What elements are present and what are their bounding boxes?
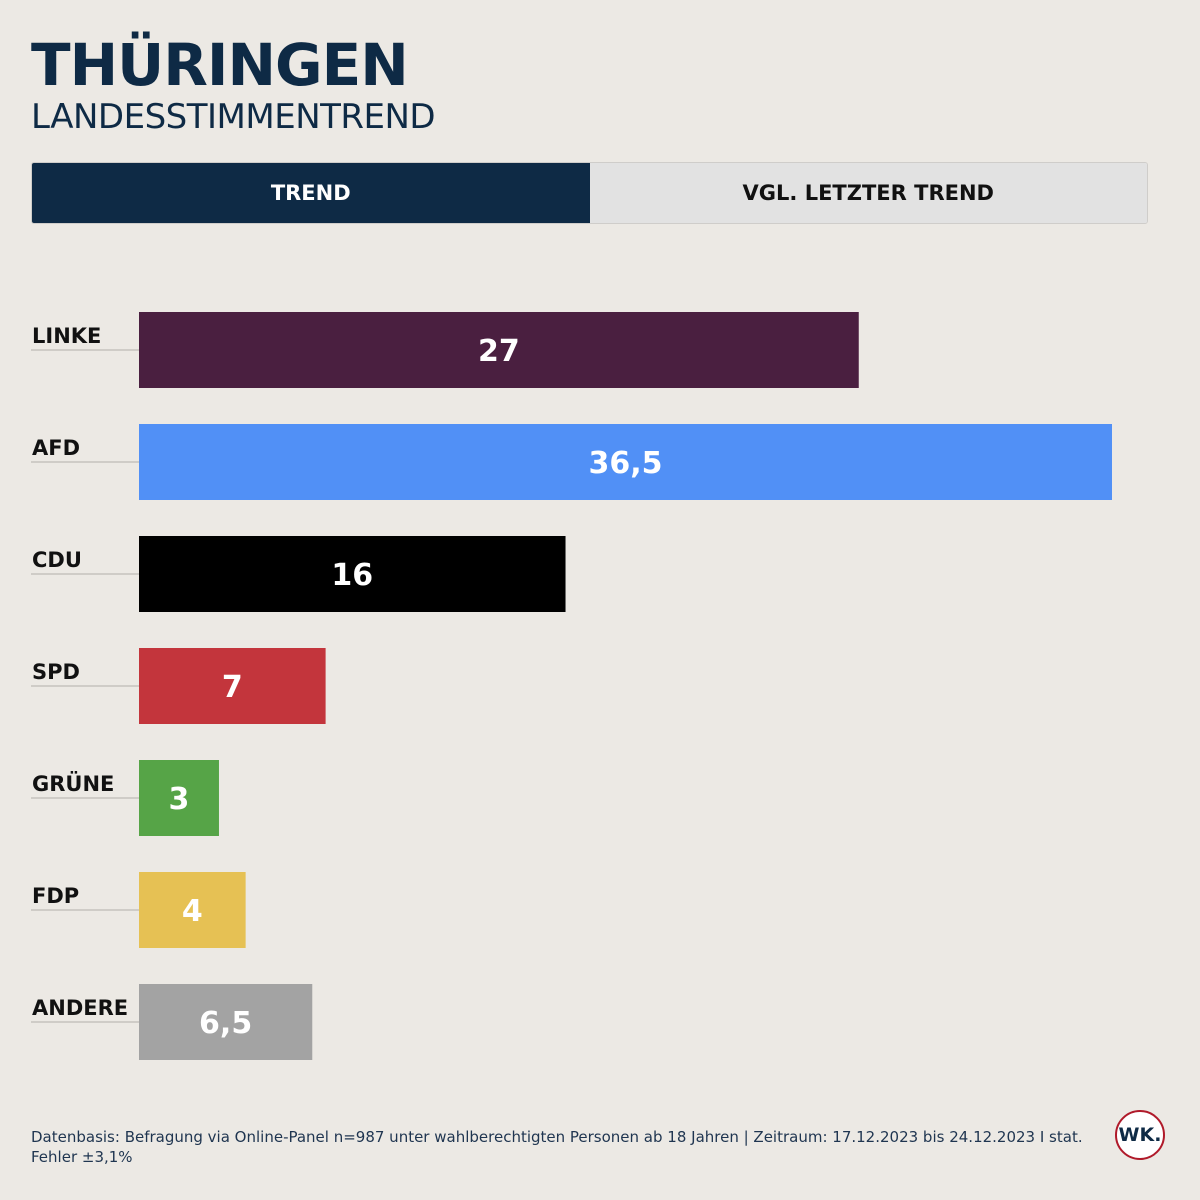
value-label-linke: 27 — [478, 334, 520, 369]
value-label-cdu: 16 — [331, 558, 373, 593]
value-label-fdp: 4 — [182, 894, 203, 929]
bar-fdp — [139, 872, 246, 948]
category-label-fdp: FDP — [32, 884, 79, 908]
tab-bar: TREND VGL. LETZTER TREND — [31, 162, 1148, 224]
value-label-spd: 7 — [222, 670, 243, 705]
bar-cdu — [139, 536, 566, 612]
bar-andere — [139, 984, 313, 1060]
tab-vgl-letzter-trend[interactable]: VGL. LETZTER TREND — [589, 163, 1147, 223]
bar-gruene — [139, 760, 219, 836]
category-label-cdu: CDU — [32, 548, 82, 572]
value-label-andere: 6,5 — [199, 1006, 252, 1041]
category-label-spd: SPD — [32, 660, 80, 684]
bar-spd — [139, 648, 326, 724]
value-label-gruene: 3 — [169, 782, 190, 817]
page-title: THÜRINGEN — [31, 31, 409, 99]
category-label-andere: ANDERE — [32, 996, 128, 1020]
wk-logo: WK. — [1115, 1110, 1165, 1160]
tab-trend[interactable]: TREND — [32, 163, 590, 223]
footer-source-note: Datenbasis: Befragung via Online-Panel n… — [31, 1128, 1083, 1166]
bar-afd — [139, 424, 1112, 500]
bar-chart: LINKE 27 AFD 36,5 CDU 16 SPD 7 GRÜNE 3 FDP 4 ANDERE 6… — [31, 312, 1112, 1060]
value-label-afd: 36,5 — [588, 446, 662, 481]
bar-linke — [139, 312, 859, 388]
category-label-linke: LINKE — [32, 324, 101, 348]
category-label-afd: AFD — [32, 436, 80, 460]
category-label-gruene: GRÜNE — [32, 771, 114, 796]
page-subtitle: LANDESSTIMMENTREND — [31, 97, 436, 137]
